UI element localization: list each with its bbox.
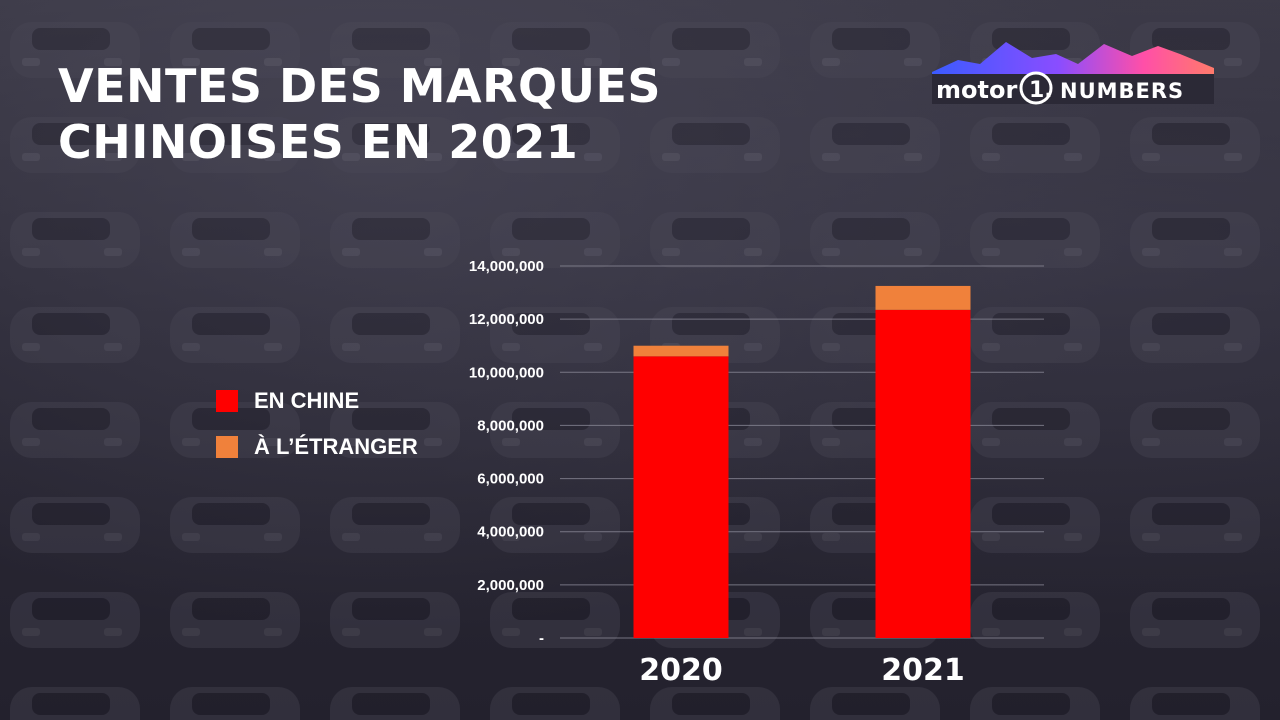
chart-gridlines [560,265,1044,639]
y-tick-label: 12,000,000 [469,311,544,328]
chart-bars [633,285,971,638]
bar-2020-en-chine [633,356,729,638]
chart-legend: EN CHINE À L’ÉTRANGER [216,386,418,478]
legend-swatch-en-chine [216,390,238,412]
y-tick-label: 4,000,000 [477,524,544,541]
legend-swatch-a-letranger [216,436,238,458]
y-tick-label: 10,000,000 [469,364,544,381]
legend-item-en-chine: EN CHINE [216,386,418,416]
x-tick-label: 2021 [881,653,965,688]
logo-text-numbers: NUMBERS [1060,79,1184,103]
y-axis-ticks: - 2,000,000 4,000,000 6,000,000 8,000,000 10,… [469,258,544,647]
legend-label-a-letranger: À L’ÉTRANGER [254,434,418,459]
logo-text-motor: motor [936,76,1017,104]
y-tick-label: 2,000,000 [477,577,544,594]
bar-2021-en-chine [875,309,971,638]
y-tick-label: 8,000,000 [477,417,544,434]
title-line-1: VENTES DES MARQUES [58,59,662,113]
logo-text-mark: 1. [1029,78,1053,103]
legend-item-a-letranger: À L’ÉTRANGER [216,432,418,462]
legend-label-en-chine: EN CHINE [254,388,360,413]
title-line-2: CHINOISES EN 2021 [58,115,579,169]
y-tick-label: 14,000,000 [469,258,544,275]
y-tick-label: - [539,630,544,647]
motor1-numbers-logo: motor 1. NUMBERS [932,42,1214,105]
bar-2021-a-letranger [875,285,971,310]
y-tick-label: 6,000,000 [477,471,544,488]
page-title: VENTES DES MARQUES CHINOISES EN 2021 [58,58,758,170]
bar-2020-a-letranger [633,345,729,357]
x-axis-ticks: 2020 2021 [639,653,965,688]
x-tick-label: 2020 [639,653,723,688]
